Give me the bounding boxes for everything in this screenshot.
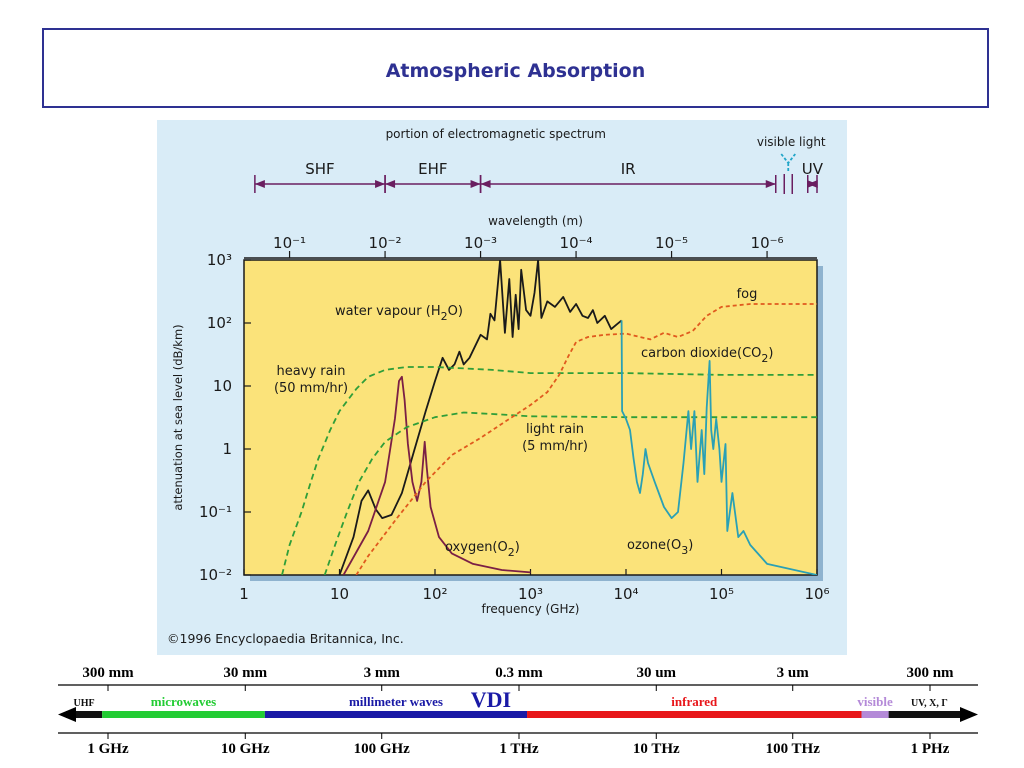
band-segment xyxy=(888,711,970,718)
band-arrow-left xyxy=(480,180,491,188)
y-tick-label: 10³ xyxy=(207,251,232,269)
wavelength-label: 30 mm xyxy=(223,665,267,681)
y-tick-label: 10⁻² xyxy=(199,566,232,584)
spectrum-bar: 300 mm 30 mm 3 mm 0.3 mm 30 um 3 um 300 nm UHF m… xyxy=(58,665,978,757)
wavelength-tick-label: 10⁻⁴ xyxy=(560,234,593,252)
y-tick-label: 10 xyxy=(213,377,232,395)
band-segment xyxy=(102,711,265,718)
wavelength-axis: 10⁻¹ 10⁻² 10⁻³ 10⁻⁴ 10⁻⁵ 10⁻⁶ wavelength (m) xyxy=(244,214,817,259)
heavy-rain-label: heavy rain (50 mm/hr) xyxy=(274,364,348,396)
vdi-label: VDI xyxy=(471,687,511,712)
wavelength-tick-label: 10⁻⁶ xyxy=(751,234,784,252)
x-tick-label: 1 xyxy=(239,585,249,603)
page-title: Atmospheric Absorption xyxy=(385,60,646,82)
band-label: IR xyxy=(621,160,636,178)
wavelength-axis-label: wavelength (m) xyxy=(488,214,583,228)
series-line-2 xyxy=(281,366,817,575)
title-box: Atmospheric Absorption xyxy=(42,28,989,108)
x-axis: 1 10 10² 10³ 10⁴ 10⁵ 10⁶ frequency (GHz) xyxy=(239,569,830,616)
x-tick-label: 10⁴ xyxy=(613,585,638,603)
band-segment xyxy=(527,711,862,718)
x-tick-label: 10² xyxy=(422,585,447,603)
wavelength-label: 300 nm xyxy=(906,665,954,681)
x-tick-label: 10⁵ xyxy=(709,585,734,603)
segment-label: microwaves xyxy=(151,694,216,709)
wavelength-tick-label: 10⁻¹ xyxy=(273,234,306,252)
y-axis: 10⁻² 10⁻¹ 1 10 10² 10³ attenuation at sea leve… xyxy=(171,251,251,584)
spectrum-band: IR xyxy=(479,160,777,193)
frequency-label: 1 PHz xyxy=(911,741,950,757)
fog-label: fog xyxy=(737,287,758,302)
wavelength-label: 3 mm xyxy=(364,665,401,681)
series-group xyxy=(281,260,817,575)
water-vapour-label: water vapour (H2O) xyxy=(335,304,463,323)
segment-label: millimeter waves xyxy=(349,694,443,709)
band-arrow-left xyxy=(385,180,396,188)
spectrum-band: UV xyxy=(802,160,824,193)
y-tick-label: 1 xyxy=(222,440,232,458)
carbon-dioxide-label: carbon dioxide(CO2) xyxy=(641,346,773,365)
copyright-text: ©1996 Encyclopaedia Britannica, Inc. xyxy=(167,631,404,646)
frequency-label: 100 THz xyxy=(766,741,821,757)
series-line-1 xyxy=(342,375,531,575)
segment-label: visible xyxy=(857,694,893,709)
frequency-label: 10 THz xyxy=(633,741,680,757)
wavelength-tick-label: 10⁻⁵ xyxy=(655,234,688,252)
series-line-0 xyxy=(338,260,623,575)
band-segment xyxy=(66,711,103,718)
frequency-label: 1 GHz xyxy=(87,741,129,757)
wavelength-tick-label: 10⁻³ xyxy=(464,234,497,252)
wavelength-tick-label: 10⁻² xyxy=(369,234,402,252)
bar-arrow-left xyxy=(58,707,76,722)
band-label: EHF xyxy=(418,160,447,178)
spectrum-title: portion of electromagnetic spectrum xyxy=(386,127,606,141)
x-tick-label: 10³ xyxy=(518,585,543,603)
series-labels: water vapour (H2O) oxygen(O2) heavy rain (5… xyxy=(274,287,774,559)
y-tick-label: 10² xyxy=(207,314,232,332)
band-arrow-right xyxy=(470,180,481,188)
x-tick-label: 10 xyxy=(330,585,349,603)
frequency-label: 10 GHz xyxy=(221,741,270,757)
oxygen-label: oxygen(O2) xyxy=(445,540,520,559)
x-axis-label: frequency (GHz) xyxy=(482,602,580,616)
segment-label: UHF xyxy=(74,698,95,709)
light-rain-label: light rain (5 mm/hr) xyxy=(522,422,588,454)
segment-label: UV, X, Γ xyxy=(911,698,948,709)
spectrum-bands: portion of electromagnetic spectrum SHF EH… xyxy=(254,127,826,194)
band-arrow-right xyxy=(765,180,776,188)
series-line-4 xyxy=(355,303,817,575)
spectrum-band: SHF xyxy=(254,160,386,193)
frequency-label: 1 THz xyxy=(499,741,539,757)
band-label: UV xyxy=(802,160,824,178)
y-tick-label: 10⁻¹ xyxy=(199,503,232,521)
y-axis-label: attenuation at sea level (dB/km) xyxy=(171,324,185,510)
plot-area xyxy=(243,259,818,576)
wavelength-label: 3 um xyxy=(777,665,810,681)
wavelength-label: 300 mm xyxy=(82,665,134,681)
bar-arrow-right xyxy=(960,707,978,722)
wavelength-label: 30 um xyxy=(636,665,676,681)
band-arrow-left xyxy=(254,180,265,188)
band-label: SHF xyxy=(305,160,334,178)
band-segment xyxy=(861,711,889,718)
visible-light-marker xyxy=(780,153,796,171)
band-segment xyxy=(264,711,528,718)
x-tick-label: 10⁶ xyxy=(804,585,829,603)
frequency-label: 100 GHz xyxy=(354,741,411,757)
series-line-3 xyxy=(323,411,817,575)
segment-label: infrared xyxy=(671,694,718,709)
band-arrow-right xyxy=(807,180,817,188)
ozone-label: ozone(O3) xyxy=(627,538,693,557)
wavelength-label: 0.3 mm xyxy=(495,665,543,681)
series-line-5 xyxy=(620,320,817,575)
visible-light-label: visible light xyxy=(757,135,826,149)
band-arrow-right xyxy=(375,180,386,188)
